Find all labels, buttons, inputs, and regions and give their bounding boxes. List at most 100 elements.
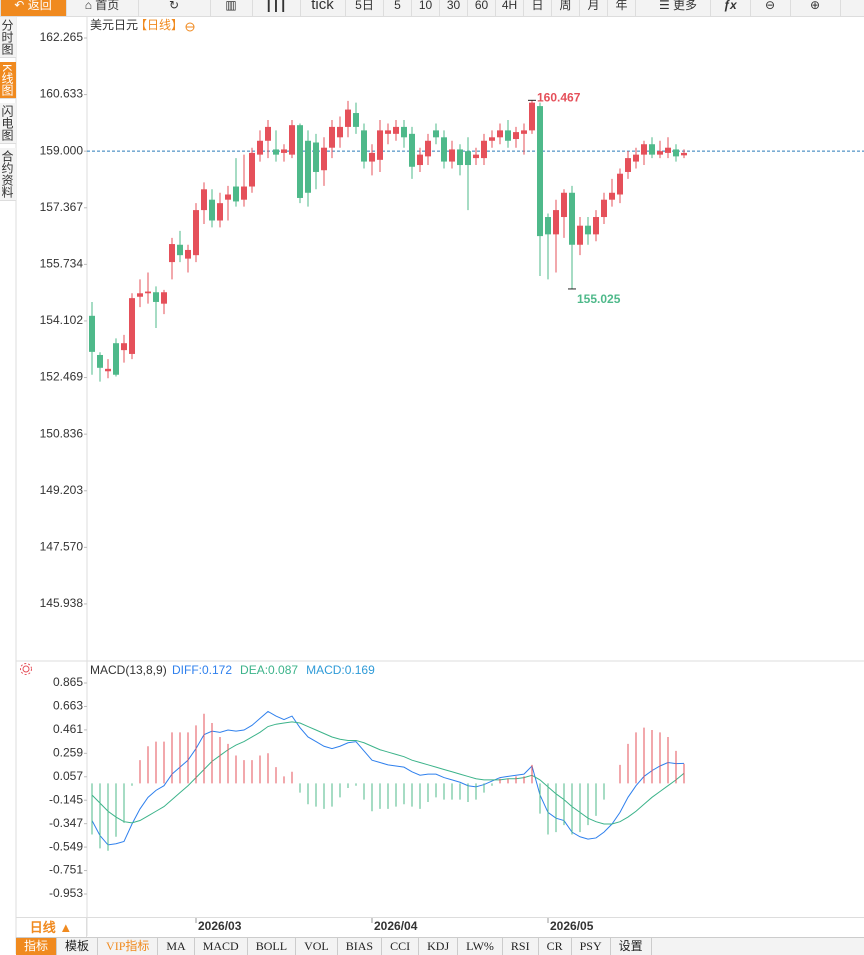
indicator-tab[interactable]: BOLL — [248, 938, 297, 955]
y-tick-label: 0.663 — [53, 699, 83, 713]
indicator-tab[interactable]: CCI — [382, 938, 420, 955]
candle-body — [513, 132, 519, 140]
candle-body — [505, 130, 511, 141]
y-tick-label: 0.461 — [53, 722, 83, 736]
sidebar-tab[interactable]: 分时图 — [0, 17, 16, 58]
sidebar-tab[interactable]: 闪电图 — [0, 103, 16, 145]
candle-body — [233, 186, 239, 202]
more-button[interactable]: ☰ 更多 — [646, 0, 711, 16]
macd-line — [91, 721, 685, 825]
back-button[interactable]: ↶ 返回 — [0, 0, 67, 16]
candle-body — [473, 154, 479, 159]
candle-body — [665, 147, 671, 153]
sidebar-tab[interactable]: 合约资料 — [0, 148, 16, 202]
refresh-button[interactable]: ↻ — [138, 0, 211, 16]
candle-body — [433, 130, 439, 138]
candle-body — [553, 210, 559, 235]
candle-body — [489, 137, 495, 141]
candle-body — [329, 126, 335, 148]
candle-body — [577, 225, 583, 245]
indicator-tab[interactable]: RSI — [503, 938, 539, 955]
candle-body — [377, 130, 383, 160]
candle-body — [209, 199, 215, 221]
period-button[interactable]: 周 — [552, 0, 580, 16]
candle-body — [185, 249, 191, 259]
indicator-tab[interactable]: 设置 — [611, 938, 652, 955]
indicator-tab[interactable]: KDJ — [419, 938, 459, 955]
formula-button[interactable]: ƒx — [710, 0, 751, 16]
gear-icon[interactable] — [20, 663, 32, 675]
candle-icon[interactable]: ┃┃┃ — [252, 0, 301, 16]
candle-body — [561, 192, 567, 218]
candle-body — [217, 203, 223, 221]
sidebar: 分时图 K线图闪电图合约资料 — [0, 17, 16, 205]
period-button[interactable]: tick — [300, 0, 346, 16]
y-tick-label: 0.259 — [53, 746, 83, 760]
candle-body — [137, 293, 143, 297]
chart-icon[interactable]: ▥ — [210, 0, 253, 16]
candle-body — [273, 149, 279, 155]
indicator-tab[interactable]: PSY — [572, 938, 611, 955]
macd-line — [91, 710, 685, 846]
period-button[interactable]: 月 — [580, 0, 608, 16]
indicator-tab[interactable]: MACD — [195, 938, 248, 955]
candle-body — [105, 368, 111, 372]
period-button[interactable]: 日 — [524, 0, 552, 16]
candle-body — [305, 140, 311, 193]
y-tick-label: 154.102 — [40, 313, 84, 327]
candle-body — [393, 126, 399, 134]
y-tick-label: 160.633 — [40, 87, 84, 101]
y-tick-label: -0.751 — [49, 863, 83, 877]
indicator-tab[interactable]: 指标 — [16, 938, 58, 955]
period-button[interactable]: 4H — [496, 0, 524, 16]
candle-body — [337, 126, 343, 138]
x-axis-bar: 日线 ▲ — [16, 917, 864, 937]
y-tick-label: 145.938 — [40, 596, 84, 610]
toolbar: ↶ 返回 ⌂ 首页 ↻ ▥ ┃┃┃ ☰ 更多 ƒx ⊖ ⊕ tick 5日 5 10 3… — [0, 0, 864, 17]
sidebar-tab[interactable]: K线图 — [0, 62, 16, 100]
home-label: 首页 — [95, 0, 120, 12]
candle-body — [145, 291, 151, 294]
macd-title: MACD(13,8,9) — [90, 663, 167, 677]
candle-body — [249, 152, 255, 187]
candle-body — [113, 343, 119, 375]
indicator-tab[interactable]: VOL — [296, 938, 338, 955]
candle-body — [161, 292, 167, 304]
period-button[interactable]: 5 — [384, 0, 412, 16]
candle-body — [633, 154, 639, 162]
period-button[interactable]: 10 — [412, 0, 440, 16]
candle-body — [441, 137, 447, 162]
candle-body — [193, 210, 199, 256]
indicator-tab[interactable]: LW% — [458, 938, 503, 955]
period-button[interactable]: 30 — [440, 0, 468, 16]
indicator-tab[interactable]: BIAS — [338, 938, 383, 955]
indicator-tab[interactable]: MA — [158, 938, 195, 955]
back-label: 返回 — [27, 0, 52, 12]
candle-body — [353, 113, 359, 127]
period-button[interactable]: 5日 — [346, 0, 384, 16]
indicator-tab[interactable]: 模板 — [57, 938, 99, 955]
candle-body — [129, 298, 135, 354]
candle-body — [601, 199, 607, 218]
period-button[interactable]: 年 — [608, 0, 636, 16]
candle-body — [289, 125, 295, 155]
y-tick-label: 0.865 — [53, 675, 83, 689]
y-tick-label: 150.836 — [40, 426, 84, 440]
y-tick-label: 149.203 — [40, 483, 84, 497]
y-tick-label: -0.953 — [49, 886, 83, 900]
legend-entry: DIFF:0.172 — [172, 663, 232, 677]
candle-body — [425, 140, 431, 157]
period-button[interactable]: 60 — [468, 0, 496, 16]
y-tick-label: -0.145 — [49, 792, 83, 806]
indicator-tab[interactable]: VIP指标 — [98, 938, 159, 955]
indicator-tab[interactable]: CR — [539, 938, 572, 955]
zoom-in-button[interactable]: ⊕ — [790, 0, 841, 16]
candle-body — [497, 130, 503, 138]
zoom-out-button[interactable]: ⊖ — [750, 0, 791, 16]
period-selector[interactable]: 日线 ▲ — [16, 918, 87, 937]
home-button[interactable]: ⌂ 首页 — [66, 0, 139, 16]
candle-body — [545, 217, 551, 235]
candle-body — [521, 130, 527, 134]
candle-body — [89, 315, 95, 352]
